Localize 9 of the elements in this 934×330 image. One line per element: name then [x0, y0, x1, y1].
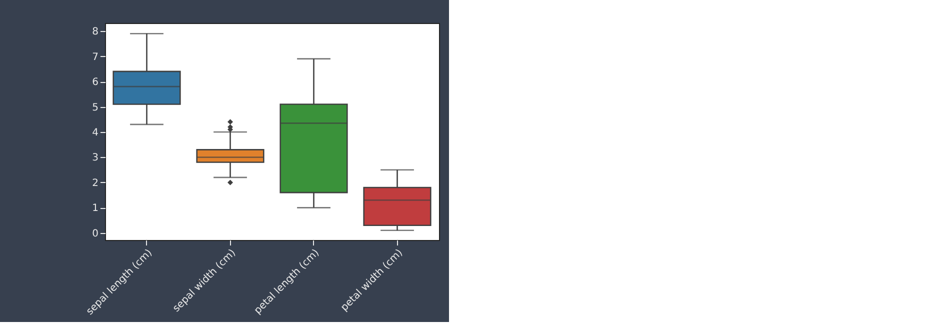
y-tick-label: 3	[92, 152, 98, 164]
y-tick-label: 6	[92, 77, 98, 88]
y-tick-label: 2	[92, 178, 98, 189]
y-tick-label: 5	[92, 102, 98, 114]
y-tick-label: 4	[92, 128, 98, 139]
y-tick-label: 1	[92, 203, 98, 214]
y-tick-label: 8	[92, 26, 98, 38]
y-tick-label: 0	[92, 228, 98, 240]
y-tick-label: 7	[92, 52, 98, 63]
